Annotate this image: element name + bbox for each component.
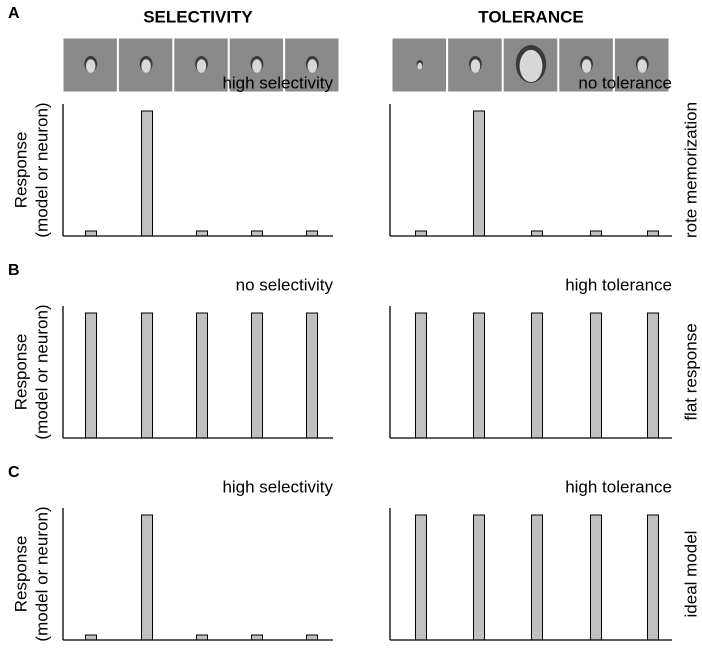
bar	[474, 515, 485, 640]
bar	[591, 515, 602, 640]
face	[197, 59, 207, 73]
bar	[307, 313, 318, 438]
bar	[307, 635, 318, 640]
bar	[648, 313, 659, 438]
bar	[86, 313, 97, 438]
figure: SELECTIVITYAResponse(model or neuron)hig…	[0, 0, 702, 651]
bar	[648, 231, 659, 236]
bar	[416, 313, 427, 438]
bar	[197, 313, 208, 438]
bar	[532, 231, 543, 236]
annotation: no tolerance	[578, 73, 672, 92]
side-label: flat response	[681, 323, 700, 420]
y-axis-label: (model or neuron)	[32, 506, 51, 641]
face	[471, 59, 481, 73]
annotation: no selectivity	[236, 275, 334, 294]
bar	[86, 231, 97, 236]
bar	[307, 231, 318, 236]
annotation: high tolerance	[565, 477, 672, 496]
face	[582, 59, 592, 73]
y-axis-label: (model or neuron)	[32, 102, 51, 237]
panel-label: C	[8, 464, 20, 481]
bar	[591, 231, 602, 236]
bar	[142, 313, 153, 438]
face	[308, 59, 318, 73]
y-axis-label: Response	[11, 334, 30, 411]
bar	[591, 313, 602, 438]
y-axis-label: (model or neuron)	[32, 304, 51, 439]
bar	[197, 231, 208, 236]
face	[141, 59, 151, 73]
face	[637, 59, 647, 73]
face	[252, 59, 262, 73]
bar	[532, 313, 543, 438]
bar	[197, 635, 208, 640]
column-title: SELECTIVITY	[143, 7, 253, 26]
annotation: high tolerance	[565, 275, 672, 294]
side-label: ideal model	[681, 531, 700, 618]
bar	[252, 313, 263, 438]
panel-label: B	[8, 262, 20, 279]
column-title: TOLERANCE	[478, 7, 583, 26]
bar	[474, 111, 485, 236]
bar	[86, 635, 97, 640]
bar	[416, 231, 427, 236]
bar	[416, 515, 427, 640]
annotation: high selectivity	[222, 477, 333, 496]
bar	[474, 313, 485, 438]
bar	[532, 515, 543, 640]
y-axis-label: Response	[11, 536, 30, 613]
y-axis-label: Response	[11, 132, 30, 209]
face	[86, 59, 96, 73]
annotation: high selectivity	[222, 73, 333, 92]
bar	[648, 515, 659, 640]
bar	[252, 231, 263, 236]
side-label: rote memorization	[681, 102, 700, 238]
bar	[142, 515, 153, 640]
face	[417, 63, 422, 70]
face	[520, 50, 543, 82]
bar	[142, 111, 153, 236]
bar	[252, 635, 263, 640]
panel-label: A	[8, 5, 20, 22]
